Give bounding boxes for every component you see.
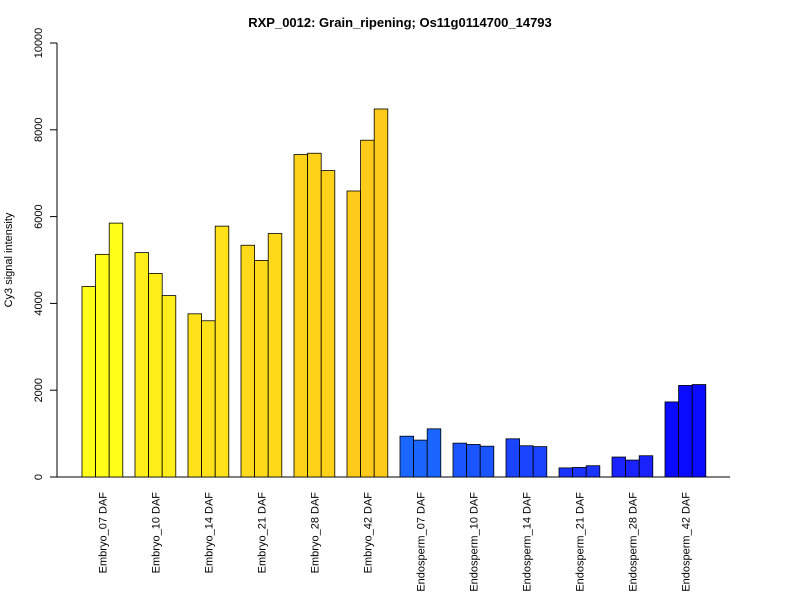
x-tick-label: Embryo_42 DAF [362, 492, 374, 574]
y-axis-label: Cy3 signal intensity [3, 212, 15, 307]
x-tick-label: Endosperm_21 DAF [574, 492, 586, 592]
bar [134, 252, 150, 478]
bar [638, 455, 654, 478]
bar [585, 465, 601, 478]
bar [691, 384, 707, 478]
x-tick-label: Embryo_10 DAF [150, 492, 162, 574]
bar [532, 446, 548, 478]
x-tick-label: Embryo_14 DAF [203, 492, 215, 574]
bar [519, 445, 534, 478]
x-tick-label: Embryo_28 DAF [309, 492, 321, 574]
x-tick-label: Endosperm_28 DAF [627, 492, 639, 592]
bar [293, 154, 309, 478]
x-tick-label: Endosperm_10 DAF [468, 492, 480, 592]
bar [572, 467, 587, 478]
y-tick-label: 6000 [33, 204, 45, 228]
bar [678, 385, 693, 478]
y-tick-label: 2000 [33, 378, 45, 402]
bar [108, 222, 124, 478]
bar [664, 401, 680, 478]
bar [81, 286, 97, 478]
x-tick-label: Embryo_21 DAF [256, 492, 268, 574]
y-tick-label: 4000 [33, 291, 45, 315]
bar [611, 456, 627, 478]
bar [187, 313, 203, 478]
bar [201, 320, 216, 478]
bar [161, 295, 177, 478]
bar [466, 444, 481, 478]
bar [479, 445, 495, 478]
bar [95, 253, 110, 478]
y-tick-label: 0 [33, 474, 45, 480]
bar [373, 108, 389, 478]
bar [558, 467, 574, 478]
x-tick-label: Endosperm_42 DAF [680, 492, 692, 592]
bar [307, 152, 322, 478]
bar [399, 435, 415, 478]
bar [360, 139, 375, 478]
y-axis: 0 2000 4000 6000 8000 10000 [33, 28, 58, 480]
bar [452, 442, 468, 478]
bars-layer [81, 108, 707, 478]
bar [214, 225, 230, 478]
bar [625, 459, 640, 478]
x-tick-labels: Embryo_07 DAF Embryo_10 DAF Embryo_14 DAF E… [97, 492, 692, 592]
x-tick-label: Endosperm_14 DAF [521, 492, 533, 592]
bar [254, 260, 269, 478]
bar [346, 190, 362, 478]
bar [505, 438, 521, 478]
y-tick-label: 8000 [33, 118, 45, 142]
bar [320, 170, 336, 478]
bar [148, 273, 163, 478]
y-tick-label: 10000 [33, 28, 45, 59]
x-tick-label: Embryo_07 DAF [97, 492, 109, 574]
bar [426, 428, 442, 478]
bar [240, 244, 256, 478]
chart-title: RXP_0012: Grain_ripening; Os11g0114700_1… [248, 15, 552, 30]
x-tick-label: Endosperm_07 DAF [415, 492, 427, 592]
bar [267, 233, 283, 478]
bar [413, 439, 428, 478]
